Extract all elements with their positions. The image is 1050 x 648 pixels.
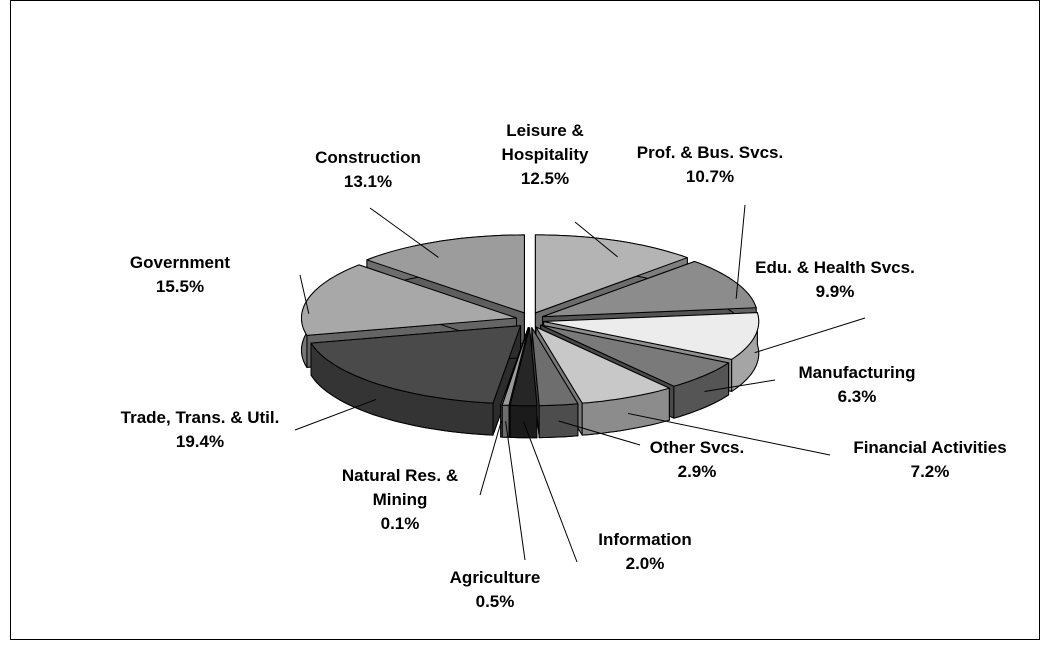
slice-label: Other Svcs. 2.9% — [577, 436, 817, 484]
category-label: Construction — [315, 148, 421, 167]
value-label: 12.5% — [520, 169, 570, 188]
value-label: 9.9% — [815, 282, 855, 301]
leader-line — [523, 421, 578, 563]
slice-label: Leisure & Hospitality 12.5% — [480, 119, 610, 191]
category-label: Government — [129, 253, 231, 272]
pie-slice — [310, 325, 522, 436]
category-label: Edu. & Health Svcs. — [755, 258, 915, 277]
slice-label: Agriculture 0.5% — [375, 566, 615, 614]
value-label: 7.2% — [910, 462, 950, 481]
leader-line — [479, 420, 502, 496]
slice-label: Construction 13.1% — [248, 146, 488, 194]
slice-top — [542, 261, 757, 318]
value-label: 0.1% — [380, 514, 420, 533]
value-label: 10.7% — [685, 167, 735, 186]
slice-top — [540, 324, 730, 387]
category-label: Manufacturing — [798, 363, 916, 382]
leader-line — [294, 398, 377, 431]
slice-label: Information 2.0% — [525, 528, 765, 576]
value-label: 13.1% — [343, 172, 393, 191]
category-label: Leisure & Hospitality — [501, 121, 589, 164]
slice-wall — [501, 404, 510, 438]
value-label: 2.0% — [625, 554, 665, 573]
leader-line — [505, 421, 526, 561]
leader-line — [704, 379, 776, 393]
pie-slice — [509, 327, 538, 439]
leader-line — [558, 420, 641, 446]
pie-slice — [531, 327, 579, 439]
value-label: 6.3% — [837, 387, 877, 406]
slice-top — [531, 327, 579, 407]
value-label: 0.5% — [475, 592, 515, 611]
category-label: Trade, Trans. & Util. — [120, 408, 280, 427]
slice-label: Natural Res. & Mining 0.1% — [335, 464, 465, 536]
slice-label: Edu. & Health Svcs. 9.9% — [715, 256, 955, 304]
category-label: Financial Activities — [853, 438, 1007, 457]
category-label: Agriculture — [449, 568, 541, 587]
category-label: Prof. & Bus. Svcs. — [636, 143, 784, 162]
category-label: Natural Res. & Mining — [341, 466, 459, 509]
slice-label: Prof. & Bus. Svcs. 10.7% — [590, 141, 830, 189]
value-label: 2.9% — [677, 462, 717, 481]
slice-top — [543, 312, 760, 360]
slice-top — [535, 326, 670, 404]
value-label: 15.5% — [155, 277, 205, 296]
slice-top — [509, 327, 538, 407]
slice-top — [310, 325, 522, 404]
leader-line — [299, 274, 310, 314]
slice-top — [534, 234, 688, 314]
slice-wall — [509, 404, 538, 439]
leader-line — [754, 317, 866, 354]
value-label: 19.4% — [175, 432, 225, 451]
slice-top — [301, 264, 517, 336]
slice-wall — [538, 403, 579, 439]
slice-label: Government 15.5% — [60, 251, 300, 299]
slice-top — [501, 327, 529, 406]
category-label: Other Svcs. — [649, 438, 745, 457]
slice-label: Financial Activities 7.2% — [810, 436, 1050, 484]
leader-line — [369, 207, 439, 258]
category-label: Information — [598, 530, 692, 549]
leader-line — [574, 221, 618, 258]
leader-line — [627, 412, 831, 456]
leader-line — [735, 204, 746, 299]
slice-label: Trade, Trans. & Util. 19.4% — [120, 406, 280, 454]
slice-label: Manufacturing 6.3% — [737, 361, 977, 409]
slice-top — [366, 234, 525, 314]
chart-border — [10, 0, 1040, 640]
